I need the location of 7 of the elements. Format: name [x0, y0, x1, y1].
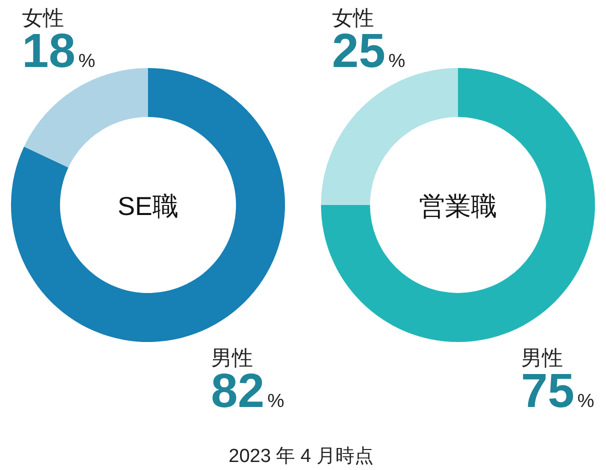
- label: 男性 75%: [521, 347, 594, 418]
- text: SE職: [118, 191, 178, 221]
- label: 男性 82%: [211, 347, 284, 418]
- text: 2023 年 4 月時点: [228, 446, 374, 467]
- text: 営業職: [419, 191, 497, 221]
- label: 女性 25%: [332, 7, 406, 78]
- label: 女性 18%: [22, 7, 96, 78]
